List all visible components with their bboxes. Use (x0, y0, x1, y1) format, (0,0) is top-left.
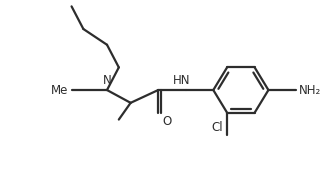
Text: Me: Me (51, 84, 68, 97)
Text: Cl: Cl (212, 121, 223, 134)
Text: N: N (103, 74, 111, 87)
Text: O: O (163, 115, 172, 128)
Text: HN: HN (173, 74, 191, 87)
Text: NH₂: NH₂ (299, 84, 321, 97)
